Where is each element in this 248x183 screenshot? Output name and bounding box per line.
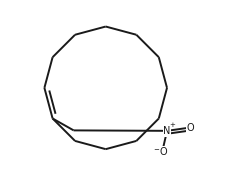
Text: −: − [154, 147, 159, 153]
Text: O: O [187, 123, 195, 133]
Text: O: O [159, 147, 167, 157]
Text: +: + [170, 122, 175, 128]
Text: N: N [163, 126, 171, 136]
